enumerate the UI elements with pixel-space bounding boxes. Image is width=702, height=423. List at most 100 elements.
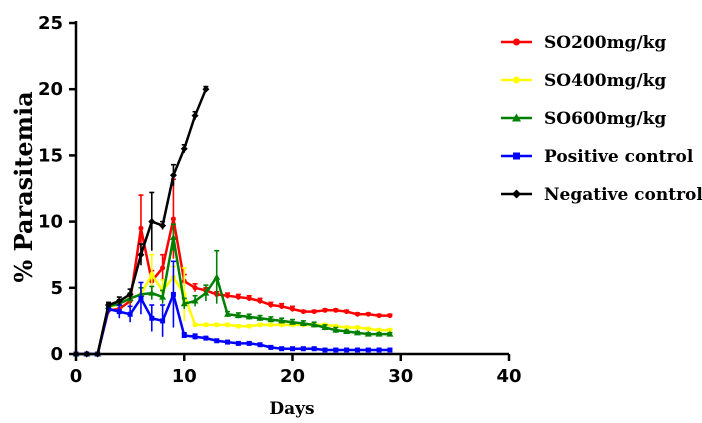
data-point: [224, 310, 232, 317]
data-point: [245, 313, 253, 320]
data-point: [138, 295, 144, 301]
x-tick-label: 20: [280, 366, 305, 387]
data-point: [333, 307, 339, 313]
data-point: [202, 289, 210, 296]
data-point: [72, 350, 80, 358]
y-tick-label: 0: [50, 344, 63, 365]
y-axis-title: % Parasitemia: [9, 91, 38, 282]
data-point: [234, 312, 242, 319]
legend-swatch-marker: [512, 189, 521, 199]
data-point: [354, 347, 360, 353]
data-point: [279, 322, 285, 328]
data-point: [268, 302, 274, 308]
data-point: [344, 309, 350, 315]
data-point: [289, 318, 296, 325]
legend-label: SO200mg/kg: [544, 33, 666, 53]
data-point: [192, 285, 198, 291]
data-point: [137, 251, 145, 259]
data-point: [169, 233, 177, 240]
data-point: [354, 311, 360, 317]
y-tick-label: 15: [38, 145, 63, 166]
data-point: [202, 85, 210, 93]
series-4: [72, 85, 210, 358]
data-point: [246, 323, 252, 329]
data-point: [364, 330, 372, 337]
data-point: [375, 330, 383, 337]
data-point: [159, 222, 167, 230]
data-point: [365, 326, 371, 332]
data-point: [225, 293, 231, 299]
legend-swatch-marker: [513, 76, 520, 84]
tick-group: 0 10 20 30 40 0 5 10 15 20 25: [38, 13, 522, 387]
data-point: [257, 298, 263, 304]
data-point: [365, 347, 371, 353]
data-point: [192, 322, 198, 328]
data-point: [170, 291, 176, 297]
data-point: [160, 318, 166, 324]
data-point: [181, 332, 187, 338]
x-tick-label: 10: [172, 366, 197, 387]
legend-swatch-marker: [513, 152, 520, 160]
data-point: [138, 225, 144, 231]
data-point: [279, 303, 285, 309]
data-point: [104, 301, 112, 309]
data-point: [192, 334, 198, 340]
data-point: [344, 325, 350, 331]
x-axis-title: Days: [269, 399, 314, 419]
data-point: [290, 306, 295, 312]
data-point: [191, 112, 199, 120]
data-point: [332, 326, 340, 333]
data-point: [322, 347, 328, 353]
y-tick-label: 20: [38, 79, 63, 100]
data-point: [299, 320, 307, 327]
data-point: [387, 327, 393, 333]
data-point: [279, 346, 285, 352]
data-point: [148, 289, 156, 296]
data-point: [376, 347, 382, 353]
legend-item: Positive control: [501, 147, 694, 167]
plot-area: [72, 85, 394, 358]
data-point: [256, 314, 264, 321]
data-point: [290, 346, 295, 352]
data-point: [225, 322, 231, 328]
data-point: [257, 342, 263, 348]
data-point: [191, 297, 199, 304]
data-point: [344, 347, 350, 353]
legend-item: SO400mg/kg: [501, 71, 666, 91]
data-point: [376, 327, 382, 333]
legend-item: SO200mg/kg: [501, 33, 666, 53]
legend-label: SO400mg/kg: [544, 71, 666, 91]
data-point: [94, 350, 102, 358]
data-point: [170, 216, 176, 222]
data-point: [225, 339, 231, 345]
data-point: [246, 295, 252, 301]
data-point: [387, 347, 393, 353]
data-point: [159, 293, 167, 300]
data-point: [149, 272, 155, 278]
y-tick-label: 10: [38, 212, 63, 233]
legend-item: SO600mg/kg: [501, 109, 666, 129]
data-point: [300, 309, 306, 315]
data-point: [365, 311, 371, 317]
data-point: [322, 307, 328, 313]
data-point: [203, 335, 209, 341]
data-point: [376, 313, 382, 319]
x-tick-label: 30: [388, 366, 413, 387]
data-point: [126, 290, 134, 298]
data-point: [354, 325, 360, 331]
data-point: [213, 273, 221, 280]
x-tick-label: 40: [496, 366, 521, 387]
data-point: [214, 338, 220, 344]
data-point: [235, 323, 241, 329]
data-point: [235, 340, 241, 346]
series-line: [76, 217, 390, 356]
legend-swatch-marker: [513, 38, 520, 46]
data-point: [321, 324, 329, 331]
data-point: [149, 315, 155, 321]
data-point: [169, 171, 177, 179]
data-point: [343, 327, 351, 334]
legend-item: Negative control: [501, 185, 702, 205]
data-point: [353, 329, 361, 336]
legend: SO200mg/kg SO400mg/kg SO600mg/kg Positive c…: [501, 33, 702, 205]
